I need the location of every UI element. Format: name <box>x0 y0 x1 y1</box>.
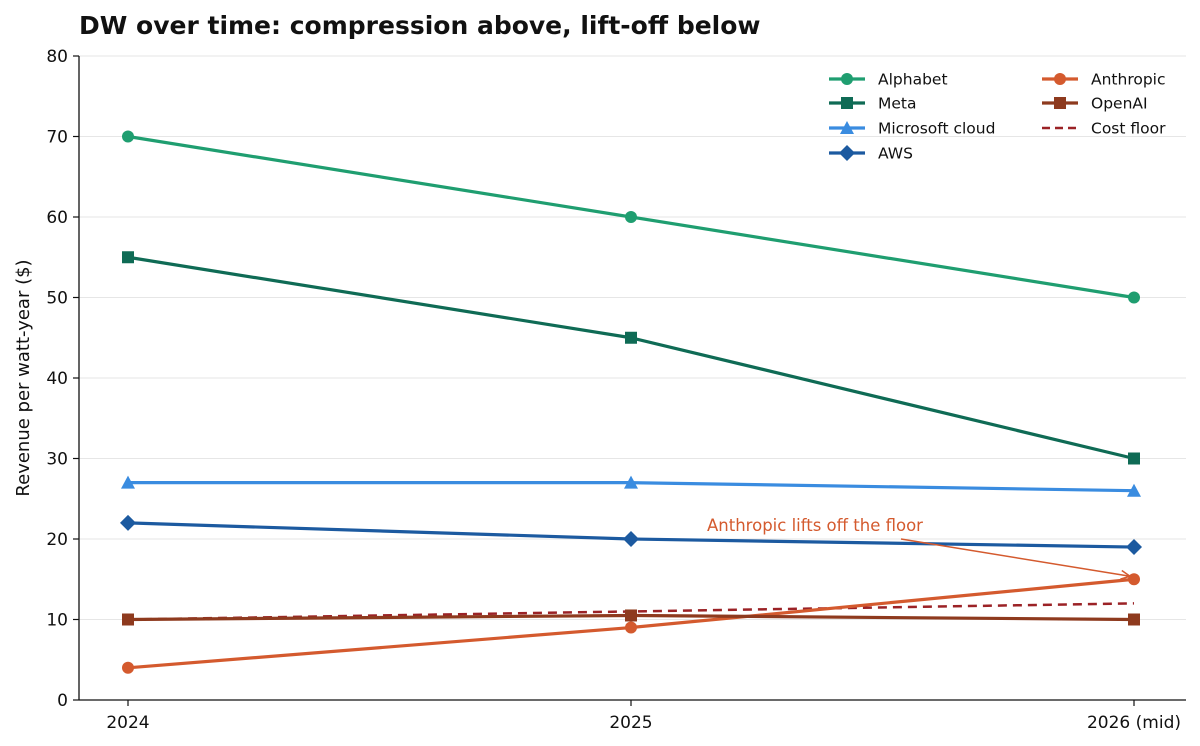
chart-title: DW over time: compression above, lift-of… <box>79 11 761 40</box>
legend-item-openai: OpenAI <box>1042 95 1148 113</box>
legend-label: Microsoft cloud <box>878 120 995 138</box>
legend-label: Alphabet <box>878 71 948 89</box>
series-aws <box>120 514 1142 556</box>
legend-item-aws: AWS <box>829 145 913 163</box>
y-tick-label: 80 <box>46 47 68 67</box>
y-tick-label: 10 <box>46 611 68 631</box>
legend-marker <box>1054 97 1066 109</box>
annotations: Anthropic lifts off the floor <box>707 516 1132 580</box>
data-point-microsoft-cloud <box>1127 483 1141 497</box>
series-line-meta <box>126 255 1136 461</box>
series-group <box>120 130 1142 674</box>
y-tick-label: 40 <box>46 369 68 389</box>
legend-item-microsoft-cloud: Microsoft cloud <box>829 120 995 138</box>
data-point-meta <box>625 331 637 344</box>
series-meta <box>122 251 1140 465</box>
ticks: 0 10 20 30 40 50 60 70 80 2024 2025 2026 (mid) <box>46 47 1181 733</box>
legend-marker <box>1054 73 1066 85</box>
legend-label: Cost floor <box>1091 120 1166 138</box>
legend-label: Anthropic <box>1091 71 1166 89</box>
y-tick-label: 70 <box>46 128 68 148</box>
data-point-alphabet <box>122 130 134 143</box>
legend: Alphabet Meta Microsoft cloud AWS Anthropic O… <box>829 71 1166 163</box>
y-tick-label: 30 <box>46 450 68 470</box>
legend-label: OpenAI <box>1091 95 1148 113</box>
x-tick-label: 2026 (mid) <box>1087 713 1181 733</box>
data-point-microsoft-cloud <box>624 475 638 489</box>
data-point-alphabet <box>625 211 637 223</box>
data-point-aws <box>120 514 136 531</box>
annotation-text: Anthropic lifts off the floor <box>707 516 923 535</box>
data-point-meta <box>1128 452 1140 465</box>
legend-item-anthropic: Anthropic <box>1042 71 1166 89</box>
data-point-microsoft-cloud <box>121 475 135 489</box>
y-tick-label: 60 <box>46 208 68 228</box>
data-point-anthropic <box>625 621 637 634</box>
y-axis-label: Revenue per watt-year ($) <box>13 259 34 496</box>
series-openai <box>122 609 1140 626</box>
annotation-arrowhead <box>1120 569 1132 580</box>
data-point-meta <box>122 251 134 264</box>
legend-label: AWS <box>878 145 913 163</box>
legend-label: Meta <box>878 95 917 113</box>
data-point-aws <box>1126 539 1142 556</box>
data-point-alphabet <box>1128 291 1140 304</box>
annotation-arrow <box>900 538 1131 577</box>
legend-item-alphabet: Alphabet <box>829 71 948 89</box>
x-tick-label: 2024 <box>106 713 149 733</box>
x-tick-label: 2025 <box>609 713 652 733</box>
legend-marker <box>841 97 853 109</box>
series-microsoft-cloud <box>121 475 1141 497</box>
data-point-anthropic <box>122 661 134 674</box>
legend-item-cost-floor: Cost floor <box>1042 120 1166 138</box>
y-tick-label: 20 <box>46 530 68 550</box>
legend-item-meta: Meta <box>829 95 917 113</box>
data-point-anthropic <box>1128 573 1140 586</box>
y-tick-label: 0 <box>57 691 68 711</box>
legend-marker <box>840 121 854 134</box>
data-point-openai <box>122 613 134 626</box>
legend-marker <box>839 145 855 161</box>
legend-marker <box>841 73 853 85</box>
data-point-openai <box>625 609 637 622</box>
series-alphabet <box>122 130 1140 304</box>
y-tick-label: 50 <box>46 289 68 309</box>
data-point-openai <box>1128 613 1140 626</box>
series-anthropic <box>122 573 1140 674</box>
data-point-aws <box>623 531 639 547</box>
